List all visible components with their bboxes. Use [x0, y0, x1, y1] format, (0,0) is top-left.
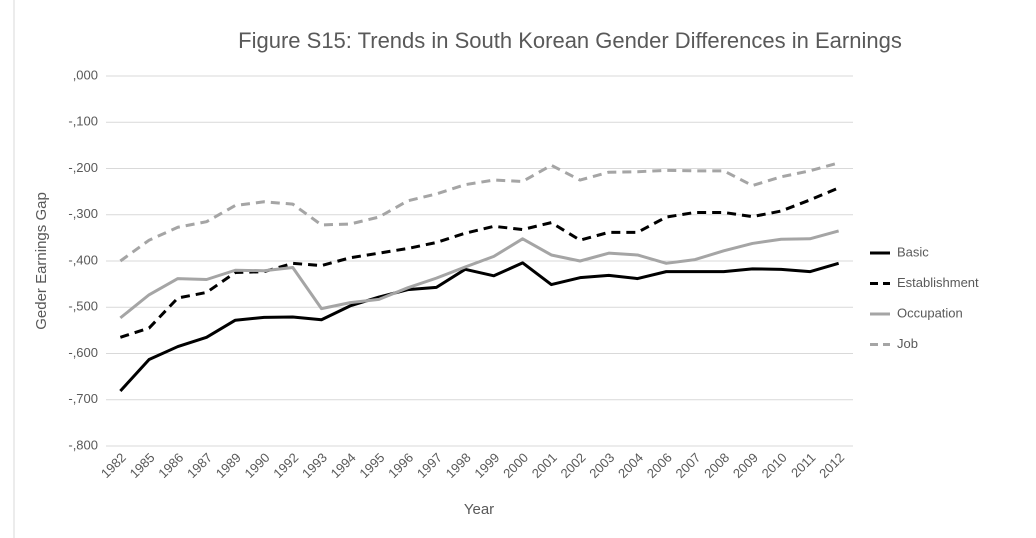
- legend-label: Job: [897, 336, 918, 351]
- y-tick-label: ,000: [73, 67, 98, 82]
- x-tick-label: 2006: [644, 450, 675, 481]
- x-tick-label: 1986: [155, 450, 186, 481]
- chart-title: Figure S15: Trends in South Korean Gende…: [238, 28, 902, 53]
- x-tick-label: 2001: [529, 450, 560, 481]
- x-tick-label: 2010: [759, 450, 790, 481]
- x-tick-label: 2012: [816, 450, 847, 481]
- x-tick-label: 2011: [788, 450, 818, 480]
- x-tick-label: 1997: [414, 450, 445, 481]
- x-tick-label: 1987: [184, 450, 215, 481]
- x-tick-label: 2009: [730, 450, 761, 481]
- x-tick-label: 1992: [270, 450, 301, 481]
- y-tick-label: -,200: [68, 160, 98, 175]
- x-tick-label: 1985: [127, 450, 158, 481]
- x-tick-label: 1993: [299, 450, 330, 481]
- x-tick-label: 2007: [672, 450, 703, 481]
- y-tick-label: -,300: [68, 206, 98, 221]
- series-line: [119, 229, 840, 320]
- y-tick-label: -,500: [68, 299, 98, 314]
- x-tick-label: 2003: [586, 450, 617, 481]
- y-tick-label: -,600: [68, 345, 98, 360]
- x-tick-label: 1994: [328, 450, 359, 481]
- y-axis-title: Geder Earnings Gap: [33, 192, 50, 330]
- x-tick-label: 1996: [385, 450, 416, 481]
- x-tick-label: 1999: [471, 450, 502, 481]
- x-tick-label: 1989: [213, 450, 244, 481]
- series-line: [119, 161, 840, 263]
- x-tick-label: 1998: [443, 450, 474, 481]
- legend-label: Establishment: [897, 275, 979, 290]
- y-tick-label: -,100: [68, 114, 98, 129]
- y-tick-label: -,400: [68, 252, 98, 267]
- x-tick-label: 1995: [356, 450, 387, 481]
- x-tick-label: 2008: [701, 450, 732, 481]
- legend-label: Occupation: [897, 305, 963, 320]
- x-tick-label: 2000: [500, 450, 531, 481]
- series-line: [119, 186, 840, 339]
- series-line: [119, 261, 840, 392]
- x-axis-title: Year: [464, 501, 494, 518]
- y-tick-label: -,700: [68, 391, 98, 406]
- y-tick-label: -,800: [68, 437, 98, 452]
- x-tick-label: 1990: [242, 450, 273, 481]
- x-tick-label: 2004: [615, 450, 646, 481]
- x-tick-label: 1982: [98, 450, 129, 481]
- x-tick-label: 2002: [558, 450, 589, 481]
- legend-label: Basic: [897, 244, 929, 259]
